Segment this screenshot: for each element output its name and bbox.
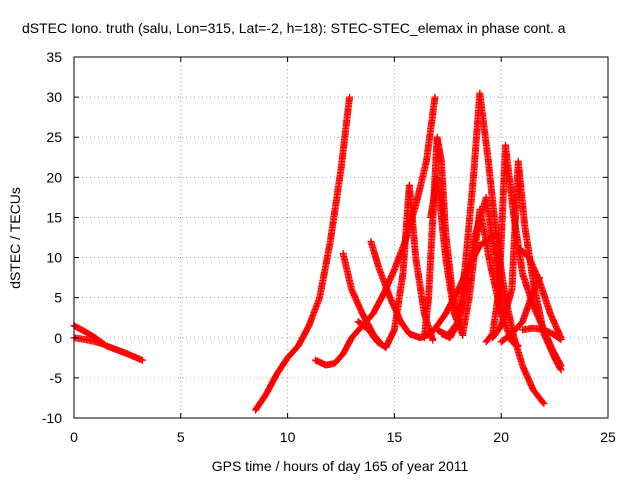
y-axis-ticks: -10 -5 0 5 10 15 20 25 30 35 — [42, 49, 608, 426]
x-tick-label: 20 — [493, 429, 509, 445]
data-track — [497, 274, 544, 346]
data-point-markers — [497, 274, 544, 346]
y-axis-label: dSTEC / TECUs — [7, 187, 23, 289]
y-tick-label: 30 — [46, 89, 62, 105]
x-tick-label: 15 — [387, 429, 403, 445]
y-tick-label: 10 — [46, 250, 62, 266]
chart-title: dSTEC Iono. truth (salu, Lon=315, Lat=-2… — [22, 20, 566, 36]
data-track — [252, 93, 353, 414]
data-point-markers — [70, 322, 146, 364]
x-tick-label: 25 — [600, 429, 616, 445]
data-track — [516, 246, 565, 342]
y-tick-label: 20 — [46, 169, 62, 185]
plot-frame — [73, 56, 609, 419]
x-tick-label: 10 — [280, 429, 296, 445]
data-points — [70, 89, 565, 414]
y-tick-label: -10 — [42, 410, 62, 426]
data-point-markers — [427, 173, 467, 339]
y-tick-label: 15 — [46, 209, 62, 225]
y-tick-label: 0 — [54, 330, 62, 346]
x-axis-label: GPS time / hours of day 165 of year 2011 — [212, 458, 469, 474]
x-axis-ticks: 0 5 10 15 20 25 — [70, 57, 616, 445]
data-track — [70, 322, 146, 364]
data-track — [427, 173, 467, 339]
y-tick-label: -5 — [50, 370, 63, 386]
x-tick-label: 0 — [70, 429, 78, 445]
y-tick-label: 25 — [46, 129, 62, 145]
data-point-markers — [252, 93, 353, 414]
data-point-markers — [516, 246, 565, 342]
x-tick-label: 5 — [177, 429, 185, 445]
y-tick-label: 5 — [54, 290, 62, 306]
y-tick-label: 35 — [46, 49, 62, 65]
